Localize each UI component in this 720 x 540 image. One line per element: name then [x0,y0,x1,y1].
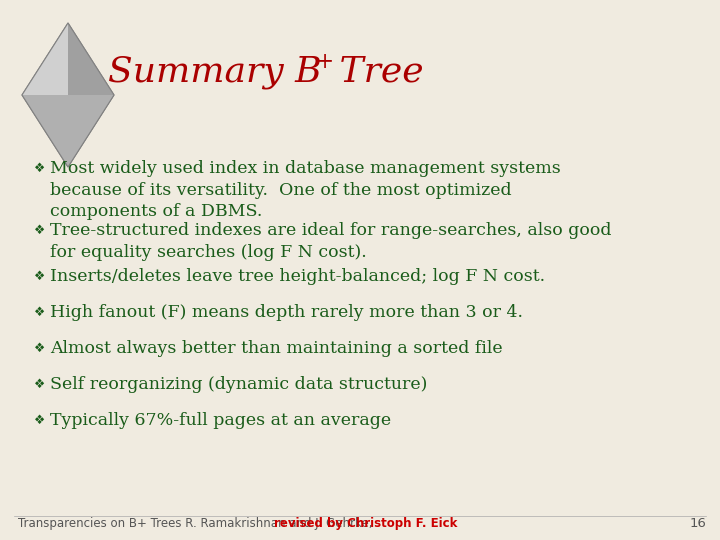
Text: ❖: ❖ [35,162,45,175]
Polygon shape [22,23,114,167]
Text: revised by Christoph F. Eick: revised by Christoph F. Eick [274,517,458,530]
Text: Tree-structured indexes are ideal for range-searches, also good
for equality sea: Tree-structured indexes are ideal for ra… [50,222,611,261]
Text: Almost always better than maintaining a sorted file: Almost always better than maintaining a … [50,340,503,357]
Text: Tree: Tree [328,55,423,89]
Text: Transparencies on B+ Trees R. Ramakrishnan and J. Gehrke,: Transparencies on B+ Trees R. Ramakrishn… [18,517,377,530]
Text: 16: 16 [689,517,706,530]
Text: High fanout (F) means depth rarely more than 3 or 4.: High fanout (F) means depth rarely more … [50,304,523,321]
Text: ❖: ❖ [35,378,45,391]
Text: Typically 67%-full pages at an average: Typically 67%-full pages at an average [50,412,391,429]
Polygon shape [22,23,68,167]
Text: Most widely used index in database management systems
because of its versatility: Most widely used index in database manag… [50,160,561,220]
Polygon shape [22,23,114,95]
Text: ❖: ❖ [35,342,45,355]
Polygon shape [68,23,114,167]
Text: Inserts/deletes leave tree height-balanced; log F N cost.: Inserts/deletes leave tree height-balanc… [50,268,545,285]
Text: Self reorganizing (dynamic data structure): Self reorganizing (dynamic data structur… [50,376,428,393]
Text: ❖: ❖ [35,414,45,427]
Text: Summary B: Summary B [108,55,322,89]
Text: ❖: ❖ [35,306,45,319]
Text: ❖: ❖ [35,270,45,283]
Text: +: + [316,51,334,73]
Text: ❖: ❖ [35,224,45,237]
Polygon shape [22,95,114,167]
